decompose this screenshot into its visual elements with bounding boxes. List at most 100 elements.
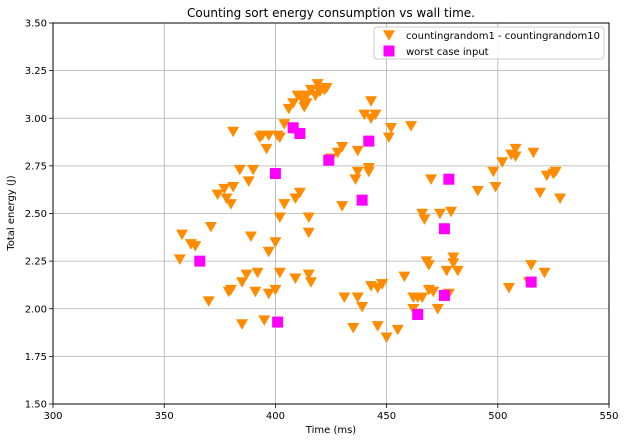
x-tick-label: 500 <box>488 411 507 422</box>
random-input-point <box>422 260 435 271</box>
random-input-point <box>362 162 375 174</box>
random-input-point <box>302 227 315 239</box>
random-input-point <box>471 185 484 197</box>
worst-case-point <box>194 255 206 267</box>
random-input-point <box>262 130 275 142</box>
y-axis-label: Total energy (J) <box>6 175 17 251</box>
legend-square-marker <box>383 45 395 57</box>
y-tick-label: 1.50 <box>25 400 47 411</box>
random-input-point <box>431 303 444 315</box>
random-input-point <box>416 208 429 220</box>
random-input-point <box>218 183 231 195</box>
worst-case-point <box>294 127 306 139</box>
random-input-point <box>224 199 237 210</box>
y-tick-label: 2.75 <box>25 161 47 172</box>
random-input-point <box>269 237 282 248</box>
random-input-point <box>502 282 515 294</box>
random-input-point <box>224 284 237 296</box>
random-input-point <box>433 208 446 220</box>
x-tick-label: 400 <box>266 411 285 422</box>
random-input-point <box>487 166 500 178</box>
random-input-point <box>351 145 364 157</box>
random-input-point <box>242 176 255 187</box>
legend-triangle-marker <box>383 30 395 41</box>
worst-case-point <box>438 223 450 235</box>
random-input-point <box>244 231 257 243</box>
random-input-point <box>293 187 306 199</box>
y-axis-ticks: 1.50 1.75 2.00 2.25 2.50 2.75 3.00 3.25 3.50 <box>25 19 53 411</box>
random-input-point <box>509 151 522 163</box>
legend-label-series-2: worst case input <box>406 47 489 58</box>
random-input-point <box>251 267 264 279</box>
random-input-point <box>365 96 378 107</box>
random-input-point <box>376 279 389 290</box>
worst-case-point <box>323 154 335 166</box>
random-input-point <box>369 109 382 121</box>
random-input-point <box>300 90 313 102</box>
y-tick-label: 3.25 <box>25 66 47 77</box>
y-tick-label: 3.50 <box>25 19 47 30</box>
legend-marker-triangle <box>383 30 395 41</box>
random-input-point <box>416 292 429 304</box>
random-input-point <box>538 267 551 279</box>
random-input-point <box>273 132 286 143</box>
worst-case-point <box>287 122 299 134</box>
random-input-point <box>525 260 538 271</box>
random-input-point <box>211 189 224 201</box>
random-input-point <box>202 296 215 307</box>
random-input-point <box>445 206 458 218</box>
y-tick-label: 1.75 <box>25 352 47 363</box>
random-input-point <box>336 201 349 212</box>
random-input-point <box>347 323 360 334</box>
random-input-point <box>220 193 233 204</box>
random-input-point <box>273 212 286 224</box>
random-input-point <box>273 267 286 279</box>
worst-case-point <box>525 276 537 288</box>
random-input-point <box>398 271 411 283</box>
random-input-point <box>240 269 253 281</box>
legend-marker-square <box>383 45 395 57</box>
random-input-point <box>278 199 291 210</box>
y-tick-label: 2.50 <box>25 209 47 220</box>
random-input-point <box>534 187 547 199</box>
random-input-point <box>233 164 246 176</box>
random-input-point <box>262 288 275 300</box>
chart-title: Counting sort energy consumption vs wall… <box>187 6 475 20</box>
random-input-point <box>189 241 202 252</box>
random-input-point <box>260 143 273 155</box>
random-input-point <box>236 319 249 330</box>
x-tick-label: 550 <box>599 411 618 422</box>
y-tick-label: 2.00 <box>25 304 47 315</box>
random-input-point <box>447 258 460 269</box>
random-input-point <box>304 277 317 288</box>
worst-case-point <box>356 194 368 206</box>
random-input-point <box>331 147 344 159</box>
legend-box <box>373 26 605 60</box>
worst-case-point <box>269 167 281 179</box>
random-input-point <box>258 315 271 326</box>
random-input-point <box>425 174 438 185</box>
random-input-point <box>175 229 188 241</box>
random-input-point <box>289 273 302 284</box>
worst-case-point <box>438 289 450 301</box>
random-input-point <box>311 79 324 90</box>
random-input-point <box>236 277 249 288</box>
random-input-point <box>554 193 567 204</box>
random-input-point <box>549 166 562 178</box>
random-input-point <box>509 143 522 155</box>
random-input-point <box>287 98 300 109</box>
random-input-point <box>304 84 317 96</box>
data-points <box>173 79 567 344</box>
random-input-point <box>451 265 464 277</box>
random-input-point <box>527 147 540 159</box>
legend: countingrandom1 - countingrandom10 worst… <box>373 26 605 60</box>
x-axis-label: Time (ms) <box>305 425 357 436</box>
x-tick-label: 350 <box>155 411 174 422</box>
random-input-point <box>385 122 398 134</box>
random-input-point <box>338 292 351 304</box>
random-input-point <box>269 284 282 296</box>
random-input-point <box>289 193 302 204</box>
random-input-point <box>262 246 275 258</box>
random-input-point <box>427 286 440 298</box>
random-input-point <box>336 142 349 153</box>
